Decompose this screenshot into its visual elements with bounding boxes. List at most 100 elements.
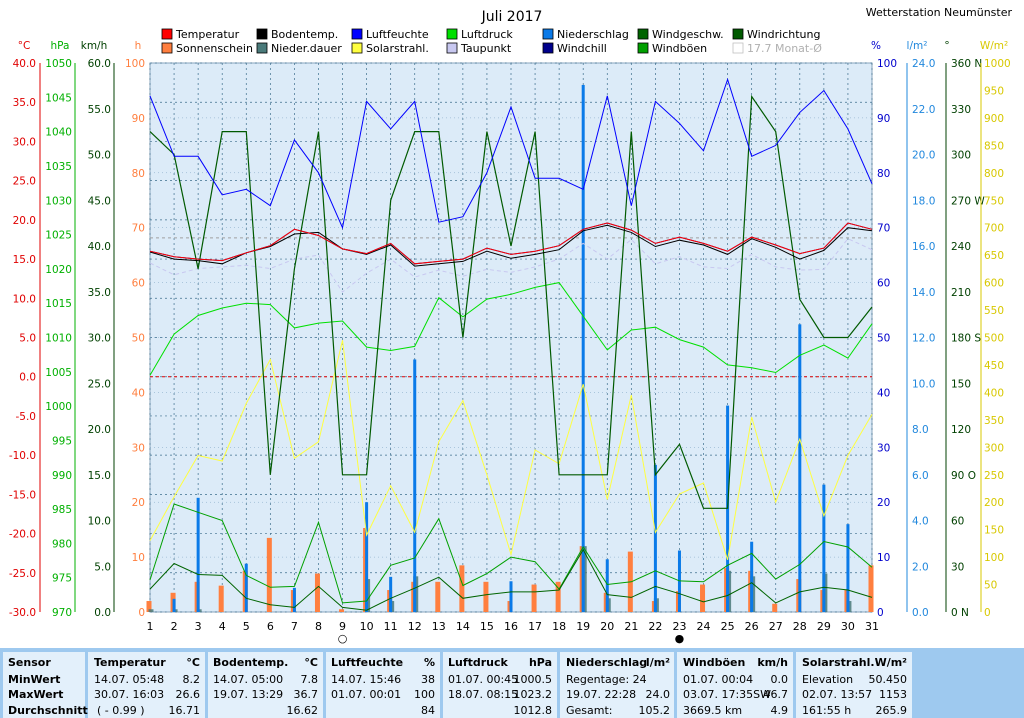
temp-min: 8.2 xyxy=(182,673,201,686)
gusts-unit: km/h xyxy=(757,656,788,669)
pressure-avg: 1012.8 xyxy=(513,704,553,717)
legend-label: Luftfeuchte xyxy=(366,28,429,41)
bar-niederschlag xyxy=(798,324,802,612)
tick-label-dir: 120 xyxy=(951,424,971,436)
bar-sonnenschein xyxy=(555,581,561,612)
humidity-avg: 84 xyxy=(421,704,435,717)
x-tick-label: 6 xyxy=(267,620,274,633)
line-luftfeuchte xyxy=(149,77,873,230)
bar-sonnenschein xyxy=(339,609,345,612)
tick-label-humidity: 20 xyxy=(877,497,890,509)
soil-avg: 16.62 xyxy=(286,704,319,717)
row-label-avg: Durchschnitt xyxy=(8,704,88,717)
tick-label-temp: 30.0 xyxy=(13,136,36,148)
soil-unit: °C xyxy=(304,656,318,669)
tick-label-wind: 60.0 xyxy=(88,58,111,70)
legend-swatch xyxy=(161,28,173,40)
x-tick-label: 28 xyxy=(793,620,807,633)
x-tick-label: 12 xyxy=(408,620,422,633)
bar-sonnenschein xyxy=(314,573,320,612)
tick-label-pressure: 1015 xyxy=(45,298,72,310)
tick-label-pressure: 1020 xyxy=(45,264,72,276)
x-tick-label: 21 xyxy=(624,620,638,633)
bar-niederdauer xyxy=(148,609,154,612)
legend-swatch xyxy=(542,28,554,40)
tick-label-wind: 55.0 xyxy=(88,104,111,116)
bar-niederschlag xyxy=(413,359,417,612)
tick-label-solar: 100 xyxy=(984,552,1004,564)
x-tick-label: 15 xyxy=(480,620,494,633)
row-label-max: MaxWert xyxy=(8,688,64,701)
tick-label-wind: 35.0 xyxy=(88,287,111,299)
precip-total-label: Gesamt: xyxy=(566,704,613,717)
tick-label-dir: 60 xyxy=(951,516,964,528)
tick-label-solar: 950 xyxy=(984,85,1004,97)
legend-label: Windgeschw. xyxy=(652,28,724,41)
tick-label-solar: 250 xyxy=(984,470,1004,482)
tick-label-precip: 24.0 xyxy=(912,58,935,70)
tick-label-solar: 1000 xyxy=(984,58,1011,70)
tick-label-dir: 360 N xyxy=(951,58,982,70)
x-tick-label: 5 xyxy=(243,620,250,633)
temp-avg: 16.71 xyxy=(168,704,201,717)
tick-label-solar: 0 xyxy=(984,607,991,619)
bar-niederschlag xyxy=(509,581,513,612)
x-tick-label: 30 xyxy=(841,620,855,633)
x-tick-label: 2 xyxy=(171,620,178,633)
stats-gusts-panel xyxy=(677,652,793,718)
tick-label-solar: 900 xyxy=(984,113,1004,125)
x-tick-label: 8 xyxy=(315,620,322,633)
gusts-min-time: 01.07. 00:04 xyxy=(683,673,754,686)
temp-header: Temperatur xyxy=(94,656,166,669)
stats-solar-panel xyxy=(796,652,912,718)
solar-elevation-label: Elevation xyxy=(802,673,854,686)
legend-swatch xyxy=(637,28,649,40)
bar-niederschlag xyxy=(846,524,850,612)
tick-label-precip: 12.0 xyxy=(912,333,935,345)
tick-label-dir: 30 xyxy=(951,561,964,573)
tick-label-pressure: 995 xyxy=(52,435,72,447)
x-tick-label: 7 xyxy=(291,620,298,633)
legend-swatch xyxy=(732,28,744,40)
precip-header: Niederschlag xyxy=(566,656,648,669)
tick-label-wind: 10.0 xyxy=(88,516,111,528)
stats-precip-panel xyxy=(560,652,674,718)
tick-label-wind: 50.0 xyxy=(88,150,111,162)
humidity-min: 38 xyxy=(421,673,435,686)
tick-label-pressure: 970 xyxy=(52,607,72,619)
bar-niederschlag xyxy=(172,598,176,612)
gusts-max-time: 03.07. 17:35SW xyxy=(683,688,772,701)
tick-label-temp: 25.0 xyxy=(13,176,36,188)
tick-label-solar: 600 xyxy=(984,278,1004,290)
line-luftdruck xyxy=(149,282,873,376)
x-tick-label: 10 xyxy=(360,620,374,633)
solar-elevation: 50.450 xyxy=(868,673,908,686)
legend-label: Temperatur xyxy=(175,28,240,41)
tick-label-pressure: 1010 xyxy=(45,333,72,345)
tick-label-sun: 10 xyxy=(132,552,145,564)
tick-label-solar: 800 xyxy=(984,168,1004,180)
humidity-max: 100 xyxy=(414,688,435,701)
tick-label-solar: 400 xyxy=(984,387,1004,399)
soil-header: Bodentemp. xyxy=(213,656,289,669)
solar-avg: 265.9 xyxy=(875,704,908,717)
solar-max-time: 02.07. 13:57 xyxy=(802,688,873,701)
bar-niederschlag xyxy=(244,563,248,612)
tick-label-temp: -30.0 xyxy=(9,607,36,619)
axis-unit-temp: °C xyxy=(18,40,31,52)
tick-label-pressure: 1030 xyxy=(45,195,72,207)
x-tick-label: 29 xyxy=(817,620,831,633)
gusts-header: Windböen xyxy=(683,656,746,669)
tick-label-pressure: 1000 xyxy=(45,401,72,413)
bar-niederschlag xyxy=(389,576,393,612)
line-windgeschw xyxy=(149,548,873,611)
tick-label-sun: 50 xyxy=(132,333,145,345)
tick-label-solar: 150 xyxy=(984,525,1004,537)
pressure-min: 1000.5 xyxy=(513,673,553,686)
bar-sonnenschein xyxy=(435,581,441,612)
x-tick-label: 13 xyxy=(432,620,446,633)
pressure-max: 1023.2 xyxy=(513,688,553,701)
precip-max-time: 19.07. 22:28 xyxy=(566,688,637,701)
bar-sonnenschein xyxy=(218,585,224,612)
x-tick-label: 31 xyxy=(865,620,879,633)
